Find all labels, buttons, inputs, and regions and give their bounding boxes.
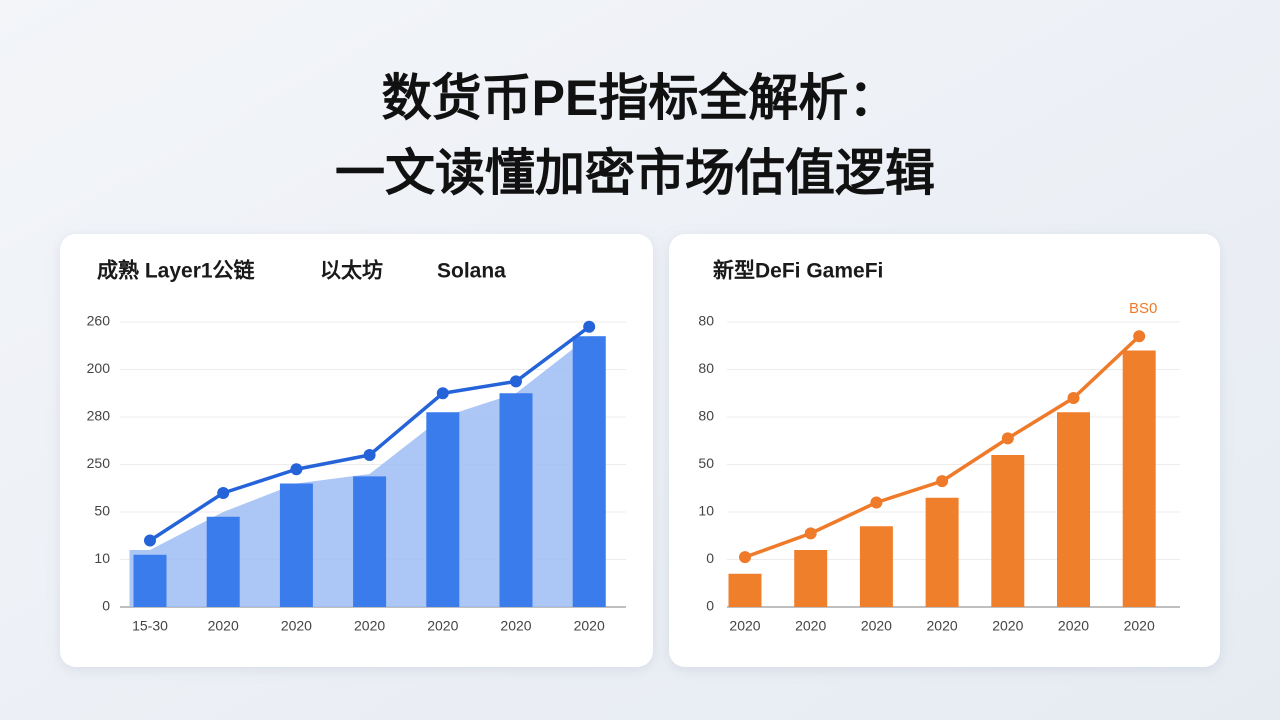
x-tick-label: 2020 bbox=[795, 618, 826, 634]
line-point bbox=[1001, 432, 1014, 445]
bar bbox=[859, 526, 893, 607]
bar bbox=[1057, 412, 1090, 607]
x-tick-label: 2020 bbox=[1124, 618, 1155, 634]
y-tick-label: 80 bbox=[698, 313, 714, 329]
area bbox=[129, 336, 606, 607]
x-tick-label: 2020 bbox=[574, 618, 605, 634]
y-tick-label: 0 bbox=[706, 550, 714, 566]
line-point bbox=[936, 475, 949, 488]
y-tick-label: 80 bbox=[698, 360, 714, 376]
y-tick-label: 0 bbox=[102, 598, 110, 614]
line-point bbox=[436, 387, 449, 400]
y-tick-label: 10 bbox=[94, 550, 110, 566]
x-tick-label: 2020 bbox=[500, 618, 531, 634]
bar bbox=[991, 455, 1025, 607]
line-point bbox=[290, 463, 303, 476]
legend-label: 成熟 Layer1公链 bbox=[97, 259, 256, 283]
x-tick-label: 2020 bbox=[861, 618, 892, 634]
bar bbox=[426, 412, 460, 607]
y-tick-label: 50 bbox=[698, 455, 714, 471]
bar bbox=[499, 393, 533, 607]
y-tick-label: 280 bbox=[87, 408, 111, 424]
line-point bbox=[1067, 392, 1080, 404]
title-line: 一文读懂加密市场估值逻辑 bbox=[335, 145, 935, 201]
y-tick-label: 250 bbox=[87, 455, 111, 471]
bar bbox=[279, 483, 313, 607]
y-tick-label: 260 bbox=[87, 313, 111, 329]
bar bbox=[728, 573, 762, 607]
bar bbox=[1122, 350, 1156, 607]
x-tick-label: 2020 bbox=[427, 618, 458, 634]
line-point bbox=[510, 375, 522, 388]
x-tick-label: 2020 bbox=[281, 618, 312, 634]
line-point bbox=[363, 449, 376, 461]
x-tick-label: 2020 bbox=[927, 618, 958, 634]
y-tick-label: 0 bbox=[706, 598, 714, 614]
x-tick-label: 2020 bbox=[354, 618, 385, 634]
line-point bbox=[870, 496, 883, 509]
line-point bbox=[804, 527, 817, 540]
bar bbox=[572, 336, 606, 607]
bar bbox=[133, 554, 167, 607]
legend-label: 以太坊 bbox=[320, 259, 383, 283]
x-tick-label: 15-30 bbox=[132, 618, 168, 634]
x-tick-label: 2020 bbox=[992, 618, 1023, 634]
line-point bbox=[583, 320, 596, 333]
line-point bbox=[1133, 330, 1146, 343]
x-tick-label: 2020 bbox=[1058, 618, 1089, 634]
bar bbox=[353, 476, 387, 607]
title-line: 数货币PE指标全解析： bbox=[382, 70, 899, 126]
bar bbox=[206, 516, 240, 607]
x-tick-label: 2020 bbox=[208, 618, 239, 634]
bar bbox=[794, 550, 828, 607]
y-tick-label: 200 bbox=[87, 360, 111, 376]
y-tick-label: 10 bbox=[698, 503, 714, 519]
annotation: BS0 bbox=[1129, 300, 1157, 317]
y-tick-label: 50 bbox=[94, 503, 110, 519]
y-tick-label: 80 bbox=[698, 408, 714, 424]
legend-label: Solana bbox=[437, 260, 506, 283]
line-point bbox=[144, 534, 156, 547]
x-tick-label: 2020 bbox=[729, 618, 760, 634]
line-point bbox=[739, 551, 751, 564]
legend-label: 新型DeFi GameFi bbox=[713, 259, 883, 283]
bar bbox=[925, 497, 959, 607]
line-point bbox=[217, 487, 230, 499]
